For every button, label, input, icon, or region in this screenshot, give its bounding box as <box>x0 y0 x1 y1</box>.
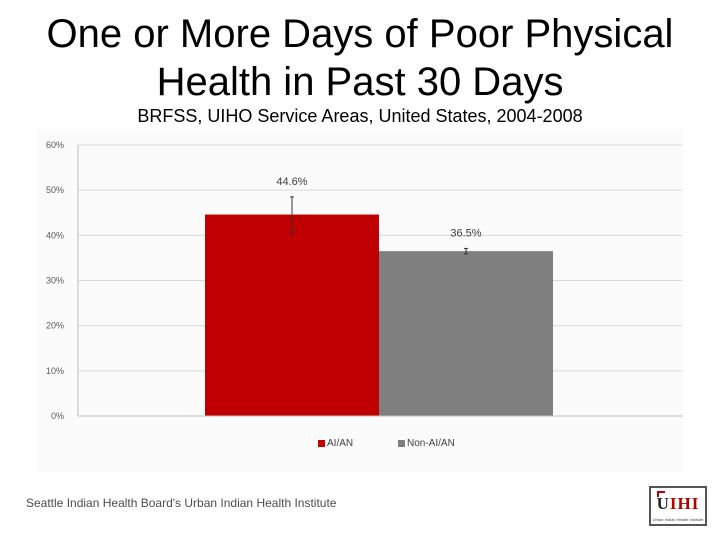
legend-label-non-aian: Non-AI/AN <box>407 438 455 449</box>
logo-tagline: Urban Indian Health Institute <box>652 517 704 522</box>
legend-swatch-aian <box>318 440 325 447</box>
y-tick-label: 60% <box>46 140 64 150</box>
uihi-logo: UIHI Urban Indian Health Institute <box>649 486 707 526</box>
y-tick-label: 30% <box>46 276 64 286</box>
data-label: 36.5% <box>450 227 481 239</box>
chart-area: 0% 10% 20% 30% 40% 50% 60% 44.6% 36.5% AI/AN Non-A… <box>36 130 684 472</box>
logo-text: UIHI <box>656 494 700 513</box>
chart-title-line-2: Health in Past 30 Days <box>156 60 564 104</box>
legend-swatch-non-aian <box>398 440 405 447</box>
chart-title-line-1: One or More Days of Poor Physical <box>46 12 674 56</box>
bar-chart: 0% 10% 20% 30% 40% 50% 60% 44.6% 36.5% AI/AN Non-A… <box>46 140 682 449</box>
y-tick-label: 50% <box>46 185 64 195</box>
bar-non-aian <box>379 251 553 416</box>
y-tick-label: 20% <box>46 321 64 331</box>
y-tick-label: 0% <box>51 411 64 421</box>
footer-text: Seattle Indian Health Board's Urban Indi… <box>26 496 337 510</box>
bar-aian <box>205 214 379 416</box>
logo-mark-icon <box>657 491 665 497</box>
y-tick-label: 10% <box>46 366 64 376</box>
data-label: 44.6% <box>276 176 307 188</box>
y-tick-label: 40% <box>46 230 64 240</box>
chart-title: One or More Days of Poor Physical Health… <box>0 10 720 106</box>
chart-subtitle: BRFSS, UIHO Service Areas, United States… <box>137 106 583 126</box>
legend-label-aian: AI/AN <box>327 438 353 449</box>
